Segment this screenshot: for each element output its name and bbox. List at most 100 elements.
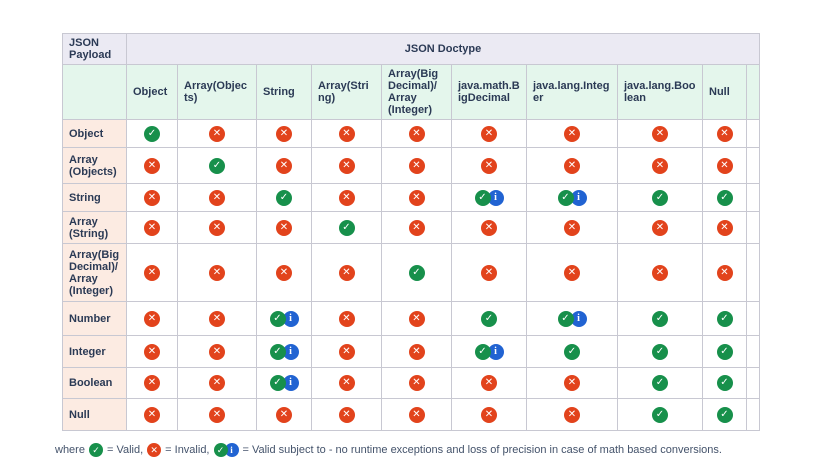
matrix-cell-string-java-lang-integer: ✓ i — [526, 183, 618, 212]
spacer-cell — [746, 243, 760, 302]
invalid-icon: ✕ — [338, 406, 355, 423]
valid-info-icon: ✓ i — [269, 343, 299, 360]
invalid-icon: ✕ — [481, 375, 497, 391]
valid-icon: ✓ — [716, 406, 733, 423]
info-icon: i — [570, 310, 587, 327]
matrix-cell-null-java-lang-integer: ✕ — [526, 398, 618, 431]
matrix-cell-boolean-array-bigdecimal-array-integer: ✕ — [381, 367, 452, 399]
invalid-icon: ✕ — [144, 157, 160, 174]
column-header-object: Object — [126, 64, 178, 120]
column-header-array-objects: Array(Objects) — [177, 64, 257, 120]
matrix-cell-number-array-objects: ✕ — [177, 301, 257, 336]
valid-icon: ✓ — [716, 189, 733, 206]
column-header-string: String — [256, 64, 312, 120]
matrix-cell-null-string: ✕ — [256, 398, 312, 431]
row-header-number: Number — [62, 301, 127, 336]
legend-invalid-icon-slot: ✕ — [147, 443, 162, 457]
invalid-icon: ✕ — [716, 219, 733, 236]
matrix-cell-boolean-java-lang-boolean: ✓ — [617, 367, 703, 399]
spacer-cell — [746, 119, 760, 148]
json-compatibility-table: JSON Payload JSON Doctype Object Array(Ob… — [62, 33, 760, 431]
legend-valid-label: = Valid, — [106, 444, 144, 456]
matrix-cell-string-array-string: ✕ — [311, 183, 382, 212]
matrix-cell-array-objects-array-string: ✕ — [311, 147, 382, 184]
spacer-header-cell — [746, 64, 760, 120]
matrix-cell-boolean-object: ✕ — [126, 367, 178, 399]
invalid-icon: ✕ — [209, 310, 225, 327]
matrix-cell-null-java-math-bigdecimal: ✕ — [451, 398, 527, 431]
valid-icon: ✓ — [652, 406, 668, 423]
matrix-cell-null-object: ✕ — [126, 398, 178, 431]
info-icon: i — [487, 343, 504, 360]
legend-valid-icon-slot: ✓ — [88, 443, 103, 457]
matrix-cell-number-array-bigdecimal-array-integer: ✕ — [381, 301, 452, 336]
row-header-integer: Integer — [62, 335, 127, 368]
valid-icon: ✓ — [652, 189, 668, 206]
matrix-cell-array-string-java-lang-integer: ✕ — [526, 211, 618, 244]
matrix-cell-array-string-array-objects: ✕ — [177, 211, 257, 244]
invalid-icon: ✕ — [564, 264, 580, 281]
matrix-cell-array-bigdecimal-array-integer-array-objects: ✕ — [177, 243, 257, 302]
matrix-cell-integer-array-string: ✕ — [311, 335, 382, 368]
matrix-cell-null-array-objects: ✕ — [177, 398, 257, 431]
valid-icon: ✓ — [269, 343, 286, 360]
valid-icon: ✓ — [408, 264, 425, 281]
matrix-cell-object-java-lang-boolean: ✕ — [617, 119, 703, 148]
valid-icon: ✓ — [652, 343, 668, 360]
invalid-icon: ✕ — [276, 264, 292, 281]
doctype-header-row: JSON Payload JSON Doctype — [62, 33, 760, 65]
valid-icon: ✓ — [474, 189, 491, 206]
matrix-cell-number-java-lang-integer: ✓ i — [526, 301, 618, 336]
matrix-cell-boolean-array-objects: ✕ — [177, 367, 257, 399]
invalid-icon: ✕ — [716, 157, 733, 174]
invalid-icon: ✕ — [209, 375, 225, 391]
matrix-cell-array-bigdecimal-array-integer-java-lang-integer: ✕ — [526, 243, 618, 302]
invalid-icon: ✕ — [408, 157, 425, 174]
invalid-icon: ✕ — [481, 406, 497, 423]
matrix-cell-number-null: ✓ — [702, 301, 747, 336]
spacer-cell — [746, 398, 760, 431]
column-header-java-math-bigdecimal: java.math.BigDecimal — [451, 64, 527, 120]
valid-icon: ✓ — [213, 443, 228, 457]
table-row-array-bigdecimal-array-integer: Array(BigDecimal)/ Array (Integer) ✕ ✕ ✕ ✕ ✓ ✕… — [62, 243, 760, 302]
valid-icon: ✓ — [716, 343, 733, 360]
matrix-cell-array-objects-array-bigdecimal-array-integer: ✕ — [381, 147, 452, 184]
valid-icon: ✓ — [481, 310, 497, 327]
valid-info-icon: ✓ i — [557, 310, 587, 327]
row-header-array-string: Array (String) — [62, 211, 127, 244]
spacer-cell — [746, 367, 760, 399]
invalid-icon: ✕ — [338, 264, 355, 281]
invalid-icon: ✕ — [716, 125, 733, 142]
matrix-cell-object-array-bigdecimal-array-integer: ✕ — [381, 119, 452, 148]
legend-invalid-label: = Invalid, — [165, 444, 210, 456]
valid-icon: ✓ — [338, 219, 355, 236]
invalid-icon: ✕ — [564, 406, 580, 423]
invalid-icon: ✕ — [276, 219, 292, 236]
invalid-icon: ✕ — [652, 264, 668, 281]
invalid-icon: ✕ — [408, 375, 425, 391]
invalid-icon: ✕ — [147, 443, 162, 457]
invalid-icon: ✕ — [144, 375, 160, 391]
table-row-object: Object ✓ ✕ ✕ ✕ ✕ ✕ ✕ ✕ ✕ — [62, 119, 760, 148]
matrix-cell-integer-array-objects: ✕ — [177, 335, 257, 368]
matrix-cell-array-string-null: ✕ — [702, 211, 747, 244]
invalid-icon: ✕ — [209, 406, 225, 423]
matrix-cell-array-objects-java-lang-integer: ✕ — [526, 147, 618, 184]
column-header-array-string: Array(String) — [311, 64, 382, 120]
matrix-cell-integer-string: ✓ i — [256, 335, 312, 368]
row-header-array-bigdecimal-array-integer: Array(BigDecimal)/ Array (Integer) — [62, 243, 127, 302]
matrix-cell-integer-java-lang-boolean: ✓ — [617, 335, 703, 368]
matrix-cell-boolean-array-string: ✕ — [311, 367, 382, 399]
invalid-icon: ✕ — [338, 375, 355, 391]
matrix-cell-array-string-java-lang-boolean: ✕ — [617, 211, 703, 244]
invalid-icon: ✕ — [144, 189, 160, 206]
table-row-number: Number ✕ ✕ ✓ i ✕ ✕ ✓ ✓ i ✓ ✓ — [62, 301, 760, 336]
valid-info-icon: ✓ i — [474, 189, 504, 206]
invalid-icon: ✕ — [209, 219, 225, 236]
matrix-cell-array-bigdecimal-array-integer-object: ✕ — [126, 243, 178, 302]
legend: where ✓ = Valid, ✕ = Invalid, ✓ i = Valid… — [55, 443, 833, 457]
matrix-cell-array-bigdecimal-array-integer-java-math-bigdecimal: ✕ — [451, 243, 527, 302]
row-header-null: Null — [62, 398, 127, 431]
valid-icon: ✓ — [474, 343, 491, 360]
